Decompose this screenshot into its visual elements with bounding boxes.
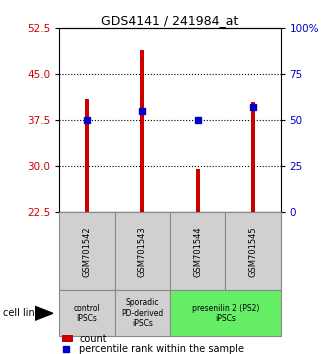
Title: GDS4141 / 241984_at: GDS4141 / 241984_at xyxy=(101,14,239,27)
Bar xyxy=(62,335,73,342)
Text: Sporadic
PD-derived
iPSCs: Sporadic PD-derived iPSCs xyxy=(121,298,163,328)
Text: presenilin 2 (PS2)
iPSCs: presenilin 2 (PS2) iPSCs xyxy=(191,304,259,323)
Text: GSM701542: GSM701542 xyxy=(82,226,91,277)
Text: count: count xyxy=(79,334,107,344)
Text: GSM701544: GSM701544 xyxy=(193,226,202,277)
Text: cell line: cell line xyxy=(3,308,41,318)
Text: GSM701543: GSM701543 xyxy=(138,226,147,277)
Bar xyxy=(85,99,89,212)
Bar xyxy=(170,212,225,290)
Polygon shape xyxy=(35,306,53,320)
Bar xyxy=(140,50,144,212)
Bar xyxy=(170,290,280,336)
Bar xyxy=(115,212,170,290)
Bar xyxy=(196,170,200,212)
Bar xyxy=(59,212,115,290)
Bar xyxy=(59,290,115,336)
Bar xyxy=(251,102,255,212)
Text: control
IPSCs: control IPSCs xyxy=(74,304,100,323)
Bar xyxy=(225,212,280,290)
Text: GSM701545: GSM701545 xyxy=(248,226,257,277)
Text: percentile rank within the sample: percentile rank within the sample xyxy=(79,344,244,354)
Bar xyxy=(115,290,170,336)
